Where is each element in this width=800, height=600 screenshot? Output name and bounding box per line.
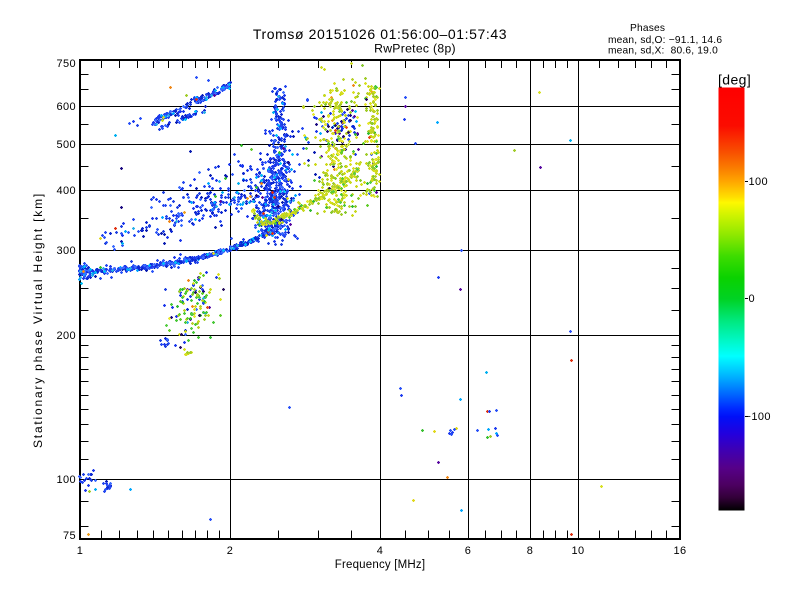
svg-text:mean, sd,O: −91.1, 14.6: mean, sd,O: −91.1, 14.6 [608,35,722,46]
svg-text:Phases: Phases [630,23,665,34]
svg-text:16: 16 [673,545,686,557]
svg-text:−100: −100 [745,411,771,423]
svg-text:RwPretec (8p): RwPretec (8p) [374,42,456,56]
svg-text:Stationary phase Virtual Heigh: Stationary phase Virtual Height [km] [31,192,45,448]
svg-text:Tromsø 20151026 01:56:00–01:57: Tromsø 20151026 01:56:00–01:57:43 [253,26,507,42]
svg-text:Frequency [MHz]: Frequency [MHz] [335,559,426,571]
svg-text:4: 4 [377,545,384,557]
svg-text:750: 750 [56,58,76,70]
svg-text:8: 8 [527,545,534,557]
svg-text:mean, sd,X: 80.6, 19.0: mean, sd,X: 80.6, 19.0 [608,46,718,57]
svg-text:2: 2 [227,545,234,557]
svg-text:6: 6 [465,545,472,557]
svg-text:400: 400 [56,185,76,197]
svg-text:75: 75 [63,530,76,542]
svg-text:200: 200 [56,330,76,342]
svg-text:300: 300 [56,245,76,257]
svg-text:500: 500 [56,139,76,151]
svg-text:100: 100 [749,176,769,188]
svg-text:600: 600 [56,101,76,113]
svg-text:10: 10 [571,545,584,557]
svg-text:1: 1 [77,545,84,557]
svg-text:[deg]: [deg] [718,72,751,88]
svg-text:0: 0 [749,293,756,305]
svg-text:100: 100 [56,474,76,486]
